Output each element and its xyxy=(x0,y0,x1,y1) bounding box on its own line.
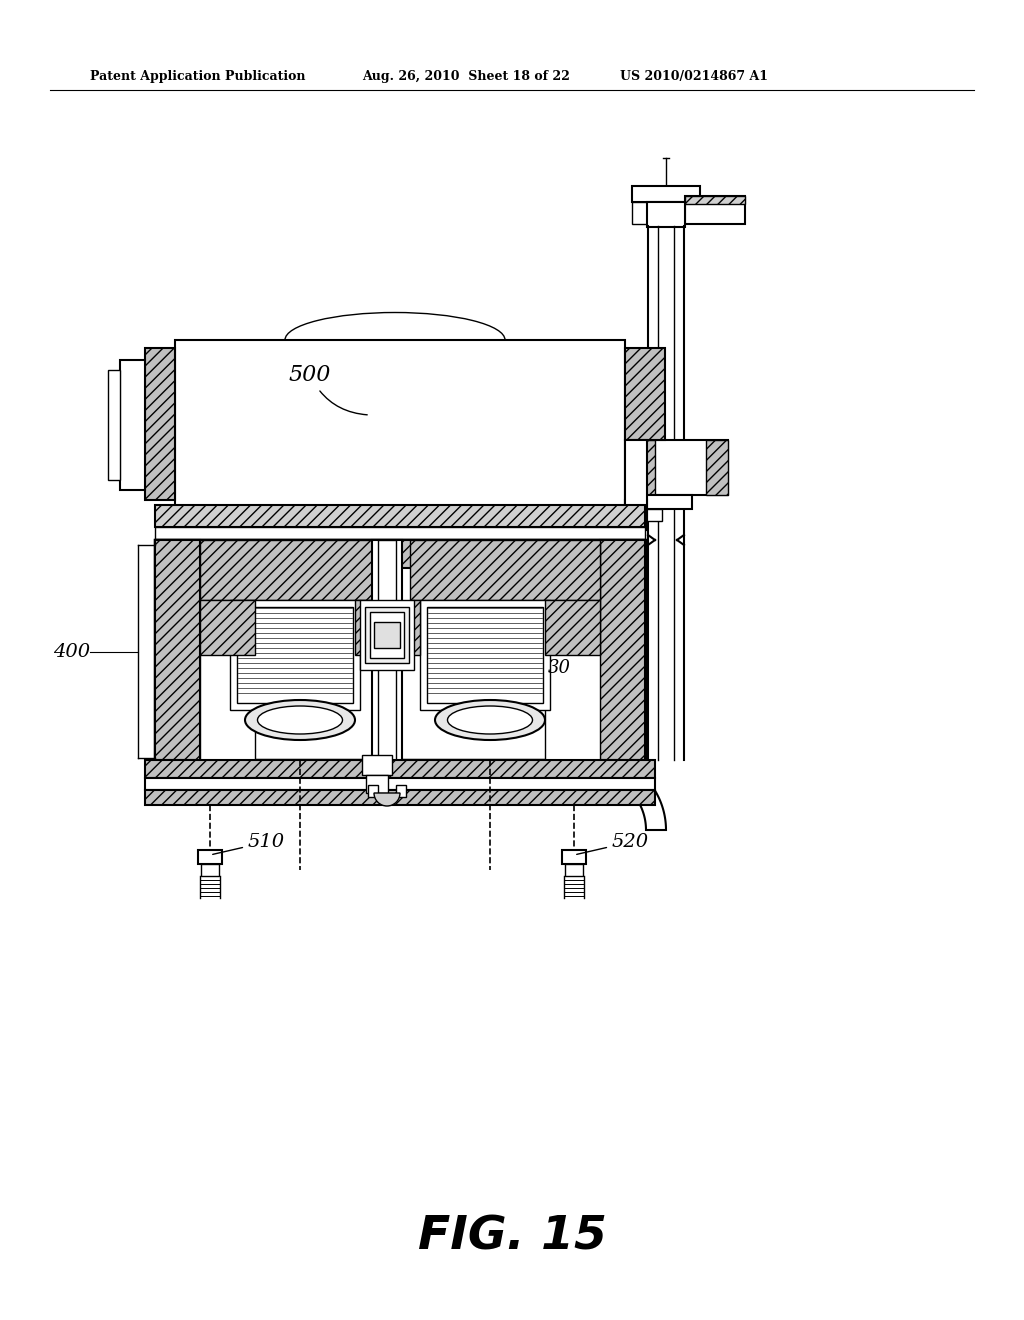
Bar xyxy=(201,865,219,876)
Bar xyxy=(155,506,645,527)
Polygon shape xyxy=(590,754,666,830)
Polygon shape xyxy=(145,348,175,500)
Polygon shape xyxy=(410,540,600,601)
Bar xyxy=(427,607,543,704)
Ellipse shape xyxy=(257,706,342,734)
Bar xyxy=(396,785,406,797)
Text: 30: 30 xyxy=(548,659,571,677)
Text: 500: 500 xyxy=(289,364,368,414)
Polygon shape xyxy=(410,601,420,655)
Polygon shape xyxy=(200,540,255,760)
Bar xyxy=(366,775,388,793)
Polygon shape xyxy=(200,601,255,655)
Bar xyxy=(372,540,402,780)
Bar xyxy=(420,601,550,710)
Bar xyxy=(237,607,353,704)
Polygon shape xyxy=(628,440,655,495)
Polygon shape xyxy=(706,440,728,495)
Bar xyxy=(145,777,655,789)
Bar xyxy=(155,527,645,539)
Text: 510: 510 xyxy=(213,833,285,854)
Bar xyxy=(370,612,404,657)
Polygon shape xyxy=(685,195,745,205)
Bar xyxy=(175,341,625,508)
Polygon shape xyxy=(200,540,390,601)
Bar xyxy=(145,789,655,805)
Polygon shape xyxy=(600,540,645,760)
Bar xyxy=(636,495,692,510)
Bar xyxy=(685,195,745,224)
Bar xyxy=(155,540,645,568)
Ellipse shape xyxy=(447,706,532,734)
Polygon shape xyxy=(355,601,390,655)
Polygon shape xyxy=(625,440,647,531)
Wedge shape xyxy=(374,793,400,807)
Text: Patent Application Publication: Patent Application Publication xyxy=(90,70,305,83)
Bar xyxy=(145,760,655,777)
Ellipse shape xyxy=(435,700,545,741)
Bar xyxy=(360,601,414,671)
Polygon shape xyxy=(108,370,120,480)
Bar xyxy=(230,754,590,774)
Bar xyxy=(368,785,378,797)
Bar xyxy=(640,510,662,521)
Bar xyxy=(378,540,396,780)
Text: 520: 520 xyxy=(577,833,649,854)
Bar xyxy=(628,440,728,495)
Polygon shape xyxy=(120,360,145,490)
Bar xyxy=(562,850,586,865)
Bar xyxy=(632,186,700,202)
Text: FIG. 15: FIG. 15 xyxy=(418,1214,606,1261)
Bar xyxy=(155,540,645,760)
Text: 400: 400 xyxy=(53,643,90,661)
Bar xyxy=(365,607,409,663)
Polygon shape xyxy=(545,540,600,760)
Text: US 2010/0214867 A1: US 2010/0214867 A1 xyxy=(620,70,768,83)
Polygon shape xyxy=(155,540,200,760)
Bar xyxy=(230,601,360,710)
Text: Aug. 26, 2010  Sheet 18 of 22: Aug. 26, 2010 Sheet 18 of 22 xyxy=(362,70,570,83)
Bar xyxy=(374,622,400,648)
Bar xyxy=(230,762,590,770)
Bar xyxy=(565,865,583,876)
Polygon shape xyxy=(625,348,665,440)
Bar xyxy=(198,850,222,865)
Ellipse shape xyxy=(245,700,355,741)
Bar xyxy=(625,500,647,531)
Bar xyxy=(647,202,685,227)
Polygon shape xyxy=(545,601,600,655)
Bar xyxy=(632,202,650,224)
Bar xyxy=(362,755,392,775)
